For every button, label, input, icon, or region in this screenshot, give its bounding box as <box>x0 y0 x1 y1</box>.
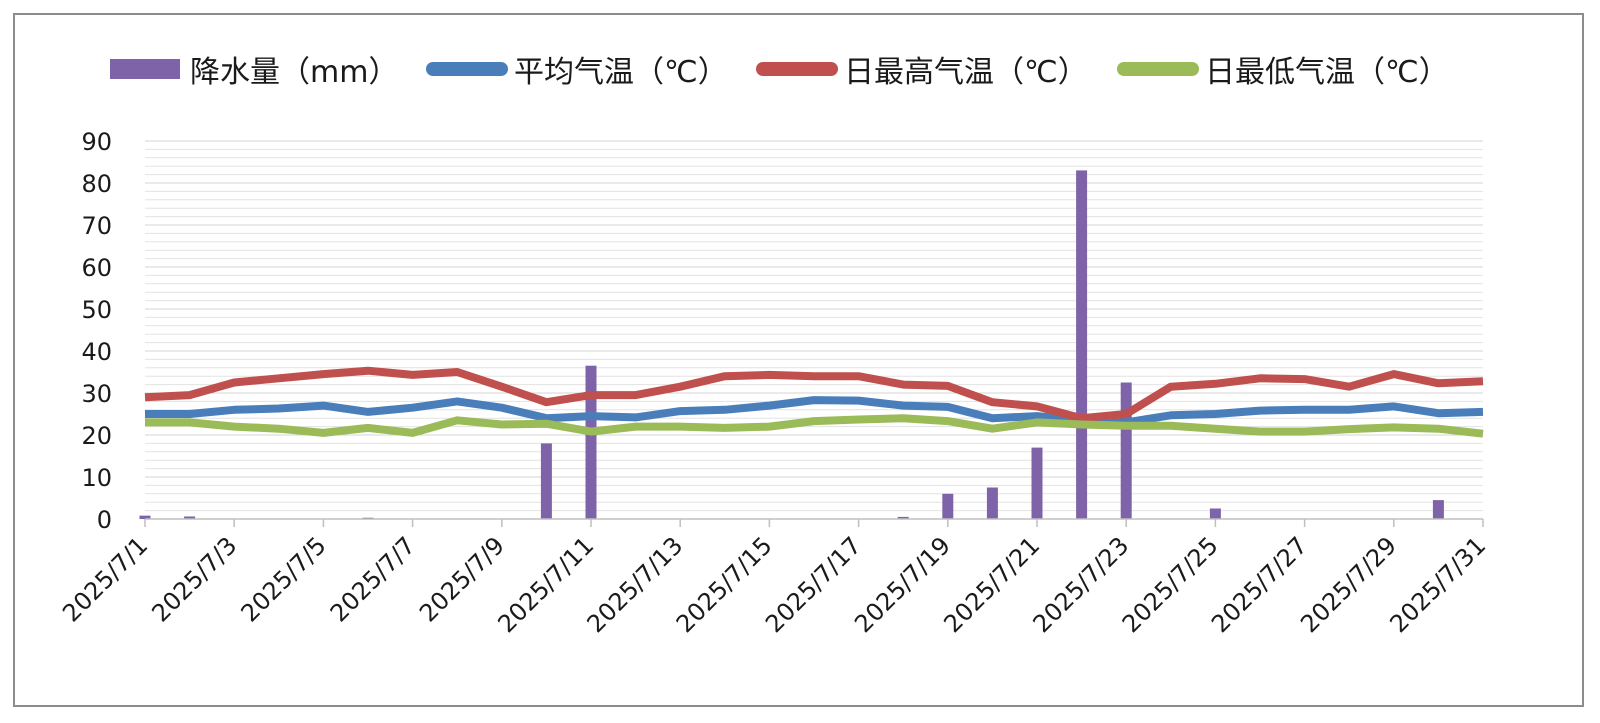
precipitation-bar <box>942 493 954 519</box>
x-tick-label: 2025/7/23 <box>1028 531 1135 638</box>
x-tick-label: 2025/7/17 <box>760 531 867 638</box>
y-tick-label: 70 <box>81 212 112 240</box>
legend-label-max-temp: 日最高气温（℃） <box>844 55 1088 90</box>
x-tick-label: 2025/7/3 <box>146 531 242 627</box>
x-tick-label: 2025/7/11 <box>492 531 599 638</box>
legend-swatch-avg-temp <box>426 62 508 76</box>
x-tick-label: 2025/7/15 <box>671 531 778 638</box>
y-tick-label: 20 <box>81 422 112 450</box>
precipitation-bar <box>1209 508 1221 519</box>
precipitation-bar <box>184 516 196 519</box>
temperature-lines <box>144 366 1484 438</box>
avg-temp-line <box>145 396 1484 427</box>
y-axis-ticks: 0 10 20 30 40 50 60 70 80 90 <box>81 128 112 534</box>
y-tick-label: 50 <box>81 296 112 324</box>
legend-item-precipitation: 降水量（mm） <box>110 44 398 94</box>
x-tick-label: 2025/7/25 <box>1117 531 1224 638</box>
x-tick-label: 2025/7/7 <box>325 531 421 627</box>
legend-item-avg-temp: 平均气温（℃） <box>426 44 728 94</box>
precipitation-bar <box>1432 500 1444 519</box>
min-temp-line <box>145 414 1484 438</box>
y-tick-label: 0 <box>97 506 112 534</box>
y-tick-label: 40 <box>81 338 112 366</box>
y-tick-label: 30 <box>81 380 112 408</box>
max-temp-line <box>144 366 1484 423</box>
x-tick-label: 2025/7/31 <box>1384 531 1491 638</box>
x-tick-label: 2025/7/13 <box>582 531 689 638</box>
y-tick-label: 60 <box>81 254 112 282</box>
legend-label-precipitation: 降水量（mm） <box>190 55 399 90</box>
precipitation-bar <box>540 443 552 519</box>
legend-label-avg-temp: 平均气温（℃） <box>514 55 728 90</box>
y-tick-label: 80 <box>81 170 112 198</box>
x-tick-label: 2025/7/5 <box>236 531 332 627</box>
legend-swatch-min-temp <box>1117 62 1199 76</box>
chart-legend: 降水量（mm） 平均气温（℃） 日最高气温（℃） 日最低气温（℃） <box>0 44 1600 94</box>
precipitation-bars <box>139 170 1444 519</box>
axes <box>144 518 1484 527</box>
legend-swatch-max-temp <box>756 62 838 76</box>
x-tick-label: 2025/7/19 <box>849 531 956 638</box>
legend-swatch-precipitation <box>110 59 180 79</box>
precipitation-bar <box>986 487 998 519</box>
x-tick-label: 2025/7/21 <box>938 531 1045 638</box>
y-tick-label: 10 <box>81 464 112 492</box>
legend-label-min-temp: 日最低气温（℃） <box>1205 55 1449 90</box>
gridlines <box>145 140 1483 512</box>
x-tick-label: 2025/7/29 <box>1295 531 1402 638</box>
x-tick-label: 2025/7/9 <box>414 531 510 627</box>
y-tick-label: 90 <box>81 128 112 156</box>
precipitation-bar <box>1076 170 1088 519</box>
precipitation-bar <box>585 365 597 519</box>
x-axis-ticks: 2025/7/12025/7/32025/7/52025/7/72025/7/9… <box>57 531 1491 638</box>
x-tick-label: 2025/7/1 <box>57 531 153 627</box>
precipitation-bar <box>139 515 151 519</box>
legend-item-max-temp: 日最高气温（℃） <box>756 44 1088 94</box>
legend-item-min-temp: 日最低气温（℃） <box>1117 44 1449 94</box>
precipitation-bar <box>897 516 909 519</box>
x-tick-label: 2025/7/27 <box>1206 531 1313 638</box>
chart-frame <box>13 13 1584 707</box>
precipitation-bar <box>1120 382 1132 519</box>
precipitation-bar <box>1031 447 1043 519</box>
